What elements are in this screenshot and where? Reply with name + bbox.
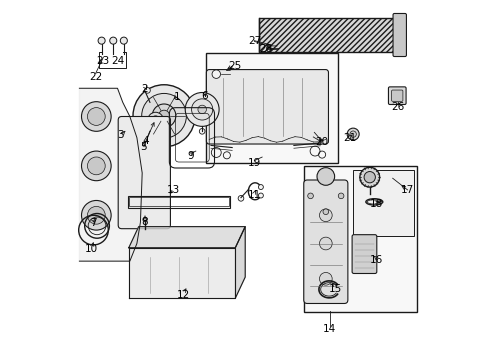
Text: 16: 16 [369, 256, 383, 265]
Text: 17: 17 [400, 185, 413, 195]
Text: 18: 18 [369, 199, 383, 209]
Text: 7: 7 [90, 218, 97, 228]
Polygon shape [128, 227, 244, 248]
Circle shape [212, 70, 220, 78]
FancyBboxPatch shape [387, 87, 405, 104]
Text: 14: 14 [323, 324, 336, 334]
Circle shape [87, 157, 105, 175]
Text: 10: 10 [84, 244, 98, 254]
Text: 22: 22 [89, 72, 102, 82]
Text: 19: 19 [247, 158, 261, 168]
Circle shape [319, 237, 331, 250]
Circle shape [147, 112, 163, 128]
Text: 27: 27 [247, 36, 261, 46]
Circle shape [98, 37, 105, 44]
Text: 26: 26 [390, 102, 404, 112]
Circle shape [81, 201, 111, 230]
FancyBboxPatch shape [118, 117, 170, 229]
Polygon shape [235, 227, 244, 298]
Circle shape [151, 116, 160, 124]
Bar [129, 197, 228, 207]
FancyBboxPatch shape [351, 235, 376, 274]
Circle shape [87, 206, 105, 224]
Circle shape [158, 110, 169, 121]
Circle shape [258, 185, 263, 189]
Circle shape [185, 93, 219, 126]
Circle shape [323, 209, 328, 215]
Bar [258, 18, 395, 52]
Circle shape [133, 85, 195, 147]
Circle shape [307, 193, 313, 199]
Circle shape [364, 171, 375, 183]
Circle shape [359, 167, 379, 187]
Text: 20: 20 [314, 137, 327, 147]
FancyBboxPatch shape [391, 90, 402, 101]
FancyBboxPatch shape [303, 180, 347, 303]
Circle shape [349, 131, 356, 137]
Text: 15: 15 [328, 284, 342, 294]
Polygon shape [79, 88, 142, 261]
Bar [128, 196, 230, 207]
Circle shape [109, 37, 117, 44]
Text: 28: 28 [259, 44, 272, 54]
Circle shape [144, 87, 150, 93]
Text: 23: 23 [96, 56, 109, 66]
Circle shape [140, 145, 144, 150]
Circle shape [319, 273, 331, 285]
FancyBboxPatch shape [206, 69, 328, 144]
Text: 3: 3 [117, 130, 123, 140]
Circle shape [120, 37, 127, 44]
Circle shape [198, 105, 206, 114]
Circle shape [152, 104, 176, 127]
Text: 9: 9 [187, 151, 194, 161]
Text: 6: 6 [201, 91, 208, 101]
Circle shape [316, 168, 334, 185]
Circle shape [346, 128, 358, 140]
Text: 12: 12 [177, 290, 190, 300]
Text: 24: 24 [111, 56, 124, 66]
Text: 4: 4 [142, 136, 149, 146]
Circle shape [87, 108, 105, 125]
FancyBboxPatch shape [392, 13, 406, 57]
Text: 21: 21 [342, 133, 356, 143]
Circle shape [81, 151, 111, 181]
Text: 25: 25 [227, 62, 241, 71]
Bar [205, 53, 337, 163]
Text: 8: 8 [142, 217, 148, 227]
Circle shape [258, 193, 263, 198]
Circle shape [238, 195, 244, 201]
Bar [352, 171, 413, 236]
Text: 13: 13 [166, 185, 180, 195]
Circle shape [81, 102, 111, 131]
Bar [304, 166, 417, 312]
Text: 5: 5 [141, 142, 147, 152]
Circle shape [142, 217, 147, 222]
Polygon shape [128, 248, 235, 298]
Text: 1: 1 [174, 92, 181, 102]
Circle shape [319, 209, 331, 222]
Text: 11: 11 [247, 190, 261, 200]
Circle shape [142, 94, 186, 138]
Circle shape [338, 193, 343, 199]
Text: 2: 2 [142, 84, 148, 94]
Circle shape [191, 99, 212, 120]
Circle shape [199, 129, 204, 134]
